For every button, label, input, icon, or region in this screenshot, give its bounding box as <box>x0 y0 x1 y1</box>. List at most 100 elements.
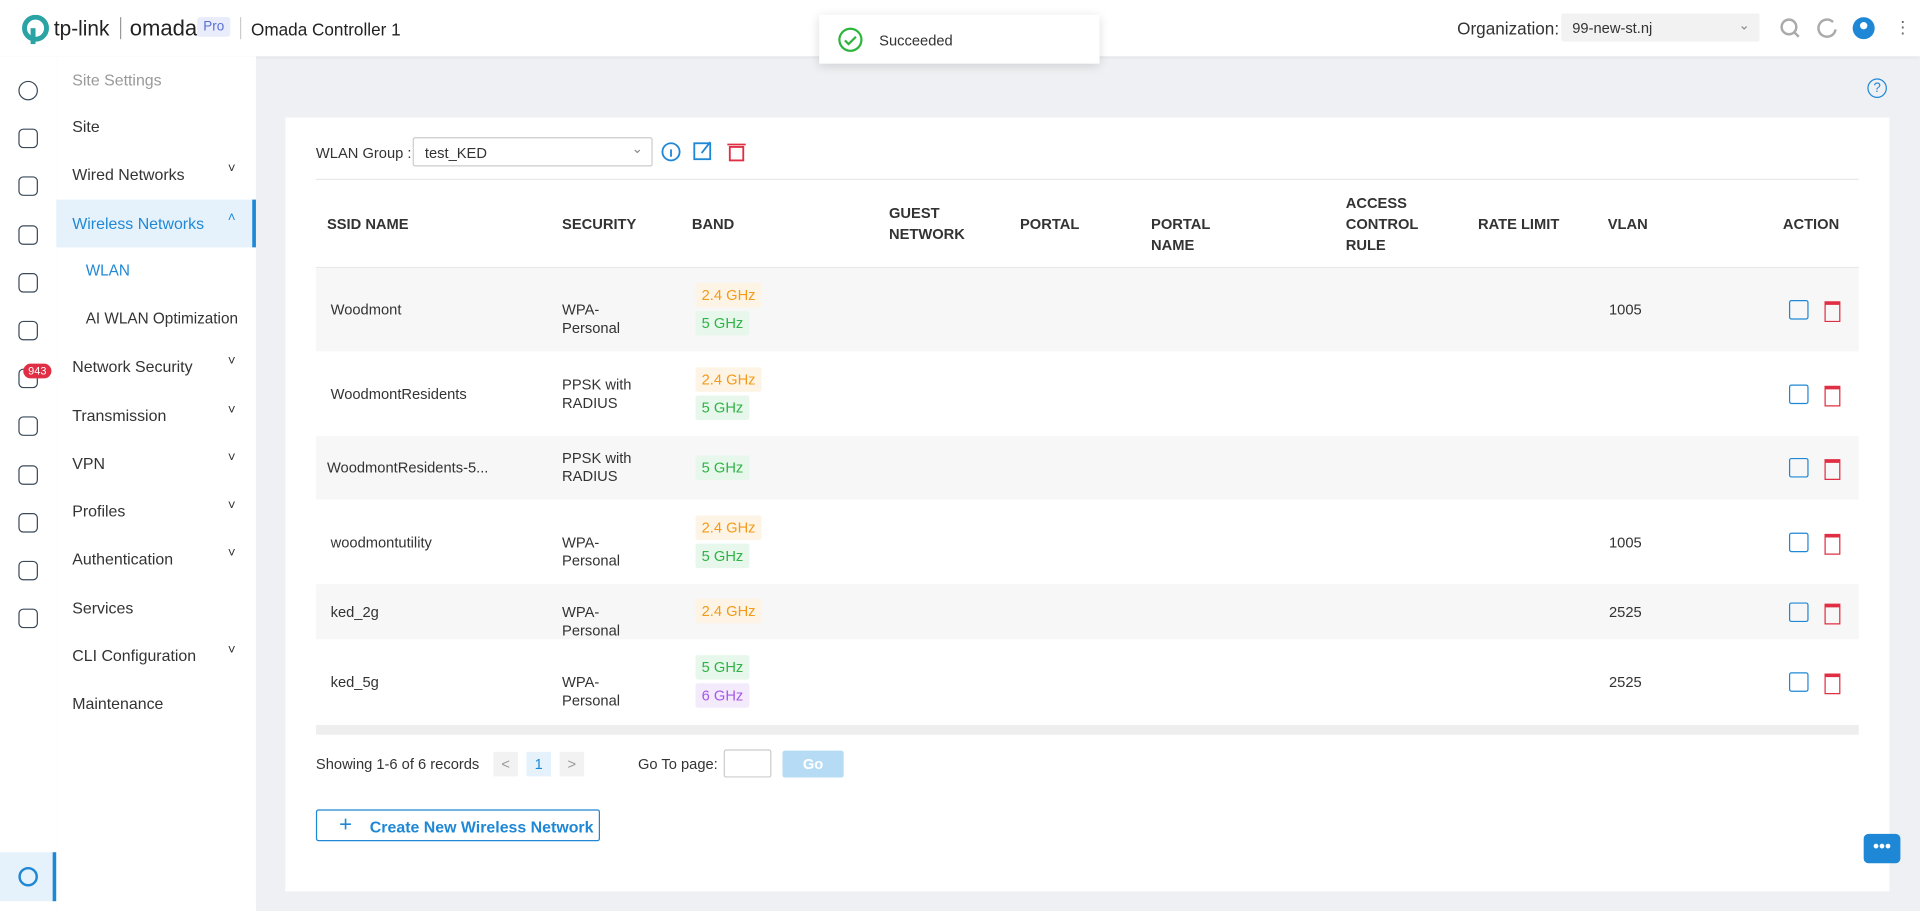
band-tag: 2.4 GHz <box>695 366 762 392</box>
menu-item[interactable]: Transmission <box>72 405 167 425</box>
column-header: SSID NAME <box>326 215 409 233</box>
menu-item[interactable]: Site <box>72 117 100 136</box>
nav-icon[interactable] <box>18 128 38 149</box>
menu-item[interactable]: Services <box>72 598 134 617</box>
controller-name[interactable]: Omada Controller 1 <box>251 19 401 40</box>
toast: Succeeded <box>819 14 1100 64</box>
toast-text: Succeeded <box>879 31 953 49</box>
chat-button[interactable]: ••• <box>1863 833 1901 864</box>
create-button[interactable]: + Create New Wireless Network <box>315 809 601 842</box>
content-card: WLAN Group : test_KED ⌄ Showing 1-6 of 6 … <box>285 117 1890 892</box>
security: WPA-Personal <box>562 603 621 639</box>
table-row <box>315 435 1859 500</box>
edit-button[interactable] <box>1788 457 1809 478</box>
edit-button[interactable] <box>1788 601 1809 622</box>
nav-icon[interactable] <box>18 224 38 245</box>
menu-item[interactable]: Profiles <box>72 502 126 521</box>
chevron: ˅ <box>227 402 236 417</box>
ssid-name: Woodmont <box>330 301 402 319</box>
column-header: VLAN <box>1607 215 1648 233</box>
wlan-group-label: WLAN Group : <box>315 144 412 162</box>
delete-button[interactable] <box>1824 603 1841 624</box>
delete-button[interactable] <box>1824 301 1841 323</box>
vlan: 2525 <box>1608 603 1642 621</box>
more-menu[interactable]: ⋮ <box>1894 17 1912 37</box>
edit-button[interactable] <box>1788 383 1809 404</box>
band-tag: 5 GHz <box>695 394 750 420</box>
menu-item[interactable]: VPN <box>72 453 105 473</box>
nav-icon[interactable] <box>18 320 38 341</box>
edit-button[interactable] <box>1788 532 1809 552</box>
goto-input[interactable] <box>723 749 772 778</box>
table-row <box>315 639 1859 724</box>
column-header: GUEST NETWORK <box>888 204 965 243</box>
band-tag: 5 GHz <box>695 454 750 480</box>
divider <box>315 178 1859 181</box>
submenu-item[interactable]: WLAN <box>85 261 130 279</box>
prev-page[interactable]: < <box>493 751 518 777</box>
menu-item[interactable]: Maintenance <box>72 694 164 713</box>
band-tag: 2.4 GHz <box>695 598 762 624</box>
nav-icon[interactable] <box>18 560 38 581</box>
chevron: ˄ <box>227 210 236 225</box>
delete-button[interactable] <box>1824 533 1841 555</box>
delete-button[interactable] <box>1824 672 1841 694</box>
success-icon <box>838 27 863 52</box>
nav-icon[interactable] <box>18 512 38 533</box>
pro-badge: Pro <box>197 17 231 37</box>
delete-button[interactable] <box>1824 385 1841 406</box>
group-actions[interactable] <box>660 141 753 163</box>
nav-icon[interactable] <box>18 464 38 485</box>
security: WPA-Personal <box>562 533 621 569</box>
caret: ⌄ <box>631 142 643 157</box>
nav-icon[interactable] <box>18 608 38 629</box>
org-value: 99-new-st.nj <box>1572 19 1653 37</box>
next-page[interactable]: > <box>559 751 585 777</box>
ssid-name: WoodmontResidents-5... <box>326 459 489 477</box>
page-number[interactable]: 1 <box>526 751 552 777</box>
column-header: SECURITY <box>562 215 637 233</box>
menu-item[interactable]: CLI Configuration <box>72 646 197 665</box>
nav-icon[interactable] <box>18 176 38 197</box>
menu-item[interactable]: Wireless Networks <box>72 213 205 233</box>
vlan: 1005 <box>1608 301 1642 319</box>
security: WPA-Personal <box>562 301 621 337</box>
header-icons[interactable] <box>1779 17 1877 41</box>
nav-icon[interactable] <box>18 80 38 101</box>
nav-icon[interactable] <box>18 416 38 437</box>
chevron: ˅ <box>227 498 236 514</box>
go-button[interactable]: Go <box>782 750 844 778</box>
submenu-item[interactable]: AI WLAN Optimization <box>85 309 238 327</box>
band-tag: 5 GHz <box>695 654 750 679</box>
org-select[interactable]: 99-new-st.nj ⌄ <box>1561 13 1760 42</box>
menu-item[interactable]: Wired Networks <box>72 165 185 184</box>
security: PPSK with RADIUS <box>562 375 632 411</box>
table-row <box>315 351 1859 436</box>
wlan-group-select[interactable]: test_KED ⌄ <box>412 137 653 167</box>
goto-label: Go To page: <box>637 755 718 773</box>
wlan-group-value: test_KED <box>424 144 487 162</box>
delete-button[interactable] <box>1824 459 1841 481</box>
ssid-name: ked_5g <box>330 672 379 691</box>
security: PPSK with RADIUS <box>562 449 632 485</box>
icon-rail: 943 <box>0 56 58 911</box>
menu-item[interactable]: Authentication <box>72 550 174 569</box>
create-label: Create New Wireless Network <box>369 817 594 837</box>
menu-item[interactable]: Network Security <box>72 357 193 377</box>
product: omada <box>129 15 198 41</box>
divider <box>240 17 242 40</box>
h-scrollbar[interactable] <box>315 724 1859 735</box>
edit-button[interactable] <box>1788 300 1809 320</box>
column-header: BAND <box>691 215 735 233</box>
column-header: RATE LIMIT <box>1477 215 1560 233</box>
header-divider <box>315 266 1859 269</box>
edit-button[interactable] <box>1788 671 1809 692</box>
band-tag: 6 GHz <box>695 682 750 708</box>
table-row <box>315 499 1859 585</box>
help-icon[interactable]: ? <box>1867 78 1887 98</box>
chevron: ˅ <box>227 354 236 369</box>
sidebar-title: Site Settings <box>72 71 162 90</box>
chevron: ˅ <box>227 450 236 466</box>
nav-icon[interactable] <box>18 272 38 293</box>
